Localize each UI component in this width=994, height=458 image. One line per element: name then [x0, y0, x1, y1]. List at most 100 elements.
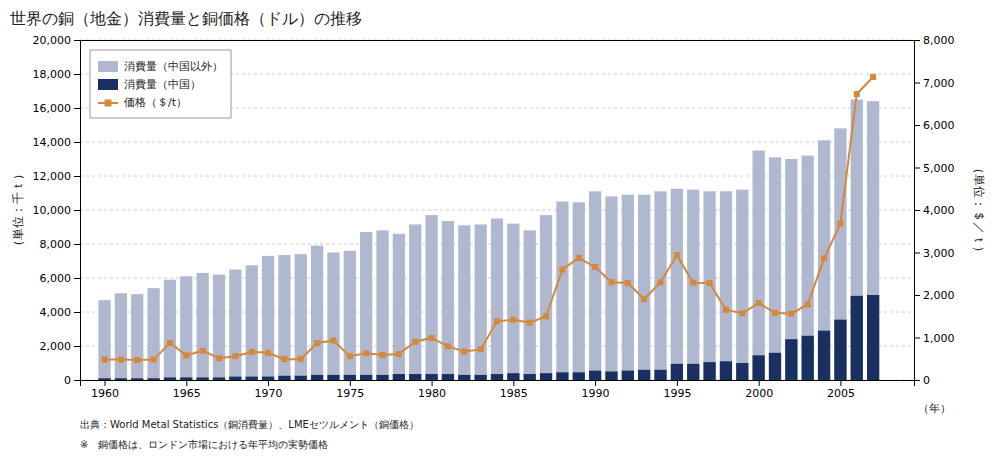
- tick-mark: [74, 40, 80, 41]
- bar: [409, 374, 421, 380]
- bar: [475, 375, 487, 380]
- grid-line: [80, 142, 914, 143]
- y-axis-title: （単位：千ｔ）: [11, 168, 25, 252]
- bar: [278, 376, 290, 380]
- tick-label: 1990: [582, 387, 610, 400]
- bar: [229, 270, 241, 381]
- bar: [344, 251, 356, 380]
- marker: [232, 353, 238, 359]
- marker: [690, 280, 696, 286]
- tick: 8,000: [914, 34, 955, 47]
- bar: [262, 256, 274, 380]
- tick-label: 2005: [827, 387, 855, 400]
- bar: [393, 234, 405, 380]
- tick-mark: [432, 380, 433, 386]
- grid: [80, 40, 914, 380]
- tick-mark: [677, 380, 678, 386]
- marker: [576, 255, 582, 261]
- marker: [249, 349, 255, 355]
- marker: [429, 335, 435, 341]
- marker: [608, 279, 614, 285]
- bar: [605, 196, 617, 380]
- tick: 1990: [582, 380, 610, 400]
- tick-label: 8,000: [923, 34, 955, 47]
- tick: 18,000: [33, 68, 81, 81]
- tick: 6,000: [914, 119, 955, 132]
- tick-mark: [74, 210, 80, 211]
- bar: [246, 265, 258, 380]
- bar-series: [98, 100, 879, 381]
- legend-item: 消費量（中国）: [98, 78, 201, 91]
- bar: [180, 276, 192, 380]
- legend-label: 消費量（中国以外）: [124, 60, 223, 73]
- bar: [376, 230, 388, 380]
- bar: [360, 375, 372, 380]
- legend-swatch: [105, 100, 112, 107]
- bar: [229, 377, 241, 380]
- bar: [376, 375, 388, 380]
- y2-axis: 01,0002,0003,0004,0005,0006,0007,0008,00…: [914, 34, 955, 387]
- bar: [720, 361, 732, 380]
- tick-label: 12,000: [33, 170, 72, 183]
- bar: [197, 273, 209, 380]
- marker: [298, 356, 304, 362]
- marker: [707, 280, 713, 286]
- marker: [216, 355, 222, 361]
- marker: [167, 340, 173, 346]
- bar: [295, 254, 307, 380]
- bar: [507, 373, 519, 380]
- tick: 4,000: [914, 204, 955, 217]
- bar: [246, 377, 258, 380]
- bar: [703, 362, 715, 380]
- tick: 10,000: [33, 204, 81, 217]
- line: [105, 77, 874, 360]
- tick: 1970: [255, 380, 283, 400]
- tick-mark: [914, 168, 920, 169]
- tick-mark: [595, 380, 596, 386]
- bar: [834, 320, 846, 380]
- tick-label: 4,000: [923, 204, 955, 217]
- marker: [330, 337, 336, 343]
- bar: [753, 151, 765, 381]
- bar: [213, 377, 225, 380]
- tick-label: 3,000: [923, 247, 955, 260]
- marker: [854, 91, 860, 97]
- bar: [687, 190, 699, 380]
- tick-mark: [840, 380, 841, 386]
- bar: [425, 215, 437, 380]
- tick-label: 2,000: [923, 289, 955, 302]
- bar: [507, 224, 519, 380]
- axis-line: [74, 41, 81, 381]
- tick-mark: [914, 295, 920, 296]
- marker: [756, 300, 762, 306]
- tick-mark: [186, 380, 187, 386]
- marker: [347, 353, 353, 359]
- bar: [802, 336, 814, 380]
- marks: [98, 74, 879, 380]
- bar: [458, 225, 470, 380]
- marker: [527, 320, 533, 326]
- marker: [772, 310, 778, 316]
- marker: [592, 264, 598, 270]
- bar: [524, 230, 536, 380]
- marker: [478, 346, 484, 352]
- tick: 0: [64, 374, 80, 387]
- bar: [753, 355, 765, 380]
- legend-swatch: [98, 61, 118, 72]
- tick-mark: [759, 380, 760, 386]
- bar: [785, 339, 797, 380]
- tick-mark: [74, 244, 80, 245]
- plot-area: 1960196519701975198019851990199520002005…: [33, 34, 955, 400]
- marker: [200, 348, 206, 354]
- marker: [788, 311, 794, 317]
- bar: [442, 374, 454, 380]
- marker: [837, 221, 843, 227]
- tick: 8,000: [40, 238, 81, 251]
- bar: [131, 378, 143, 380]
- tick: 7,000: [914, 77, 955, 90]
- bar: [311, 246, 323, 380]
- bar: [491, 374, 503, 380]
- tick-mark: [74, 346, 80, 347]
- tick-mark: [74, 74, 80, 75]
- marker: [412, 339, 418, 345]
